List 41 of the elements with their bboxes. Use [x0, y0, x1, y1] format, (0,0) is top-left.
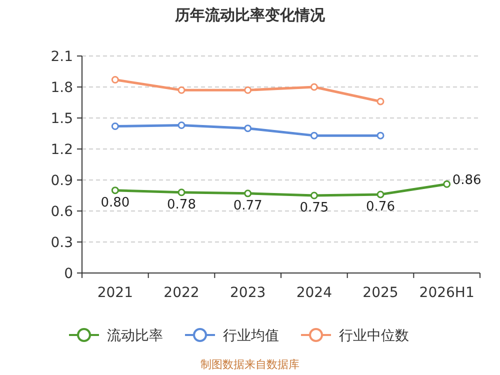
- y-tick-label: 0.9: [50, 173, 73, 189]
- data-label: 0.78: [167, 197, 196, 212]
- point: [376, 132, 384, 140]
- y-tick-label: 1.5: [50, 111, 73, 127]
- point: [244, 86, 252, 94]
- y-tick-label: 0.6: [50, 204, 74, 220]
- point: [111, 186, 119, 194]
- y-tick-label: 2.1: [50, 49, 73, 65]
- chart-title: 历年流动比率变化情况: [174, 6, 326, 24]
- legend-label: 流动比率: [107, 328, 163, 344]
- x-tick-label: 2023: [230, 285, 266, 301]
- data-label: 0.86: [452, 173, 482, 188]
- y-tick-label: 1.2: [50, 142, 73, 158]
- x-tick-label: 2021: [97, 285, 133, 301]
- point: [111, 122, 119, 130]
- data-label: 0.77: [233, 198, 262, 214]
- point: [178, 121, 186, 129]
- data-label: 0.80: [100, 195, 130, 210]
- y-tick-label: 1.8: [50, 80, 73, 96]
- y-tick-label: 0.3: [50, 235, 73, 251]
- point: [310, 83, 318, 91]
- data-label: 0.76: [366, 199, 395, 214]
- data-label: 0.75: [300, 200, 329, 216]
- point: [178, 188, 186, 196]
- point: [310, 192, 318, 200]
- point: [376, 190, 384, 198]
- point: [443, 180, 451, 188]
- x-tick-label: 2026H1: [419, 285, 474, 301]
- legend-label: 行业均值: [223, 328, 279, 344]
- x-tick-label: 2022: [164, 285, 200, 301]
- legend-label: 行业中位数: [339, 328, 409, 344]
- text: 制图数据来自数据库: [200, 358, 300, 371]
- point: [310, 132, 318, 140]
- point: [178, 86, 186, 94]
- point: [111, 76, 119, 84]
- point: [244, 124, 252, 132]
- point: [244, 190, 252, 198]
- point: [376, 98, 384, 106]
- x-tick-label: 2024: [296, 285, 332, 301]
- y-tick-label: 0: [64, 266, 73, 282]
- x-tick-label: 2025: [362, 285, 398, 301]
